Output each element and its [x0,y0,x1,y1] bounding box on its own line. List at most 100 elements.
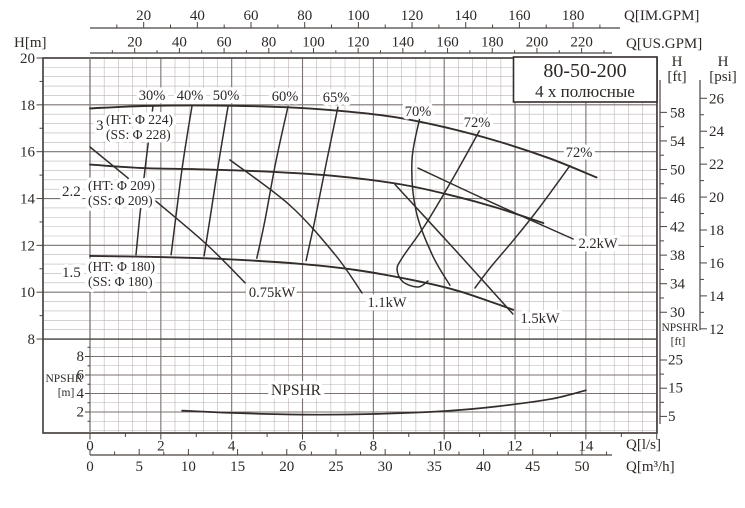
hpsi-tick-label: 24 [709,124,725,140]
hft-tick-label: 34 [670,277,686,293]
usgpm-tick-label: 120 [347,35,370,51]
imgpm-tick-label: 20 [136,8,151,24]
hft-tick-label: 38 [670,248,685,264]
hpsi-tick-label: 18 [709,223,724,239]
hm-tick-label: 20 [20,51,35,67]
efficiency-line-6-72% [396,125,483,288]
imgpm-tick-label: 160 [508,8,531,24]
efficiency-line-4-65% [305,106,339,262]
hpsi-tick-label: 22 [709,157,724,173]
h-ft-axis-title: H [672,54,683,70]
hm-tick-label: 16 [20,145,36,161]
qls-tick-label: 6 [299,439,307,455]
curves [89,104,598,416]
q-m3h-axis-title: Q[m³/h] [626,459,675,475]
power-label-22kw: 2.2kW [578,236,617,252]
usgpm-tick-label: 100 [302,35,325,51]
efficiency-label-60: 60% [272,89,299,105]
h-m-axis-title: H[m] [14,35,47,51]
usgpm-tick-label: 180 [481,35,504,51]
imgpm-tick-label: 100 [347,8,370,24]
usgpm-tick-label: 20 [127,35,142,51]
npshrft-tick-label: 15 [668,381,683,397]
impeller-224-kw-label: 3 [96,118,104,134]
qm3h-tick-label: 20 [279,459,294,475]
power-label-11kw: 1.1kW [367,295,406,311]
qm3h-tick-label: 10 [181,459,196,475]
impeller-224-ht-label: (HT: Φ 224) [106,112,173,127]
qls-tick-label: 8 [370,439,378,455]
qm3h-tick-label: 0 [86,459,94,475]
hft-tick-label: 58 [670,105,685,121]
npshr-ft-axis-units: [ft] [671,336,686,348]
pump-model-title: 80-50-200 [543,60,626,82]
pump-poles-subtitle: 4 х полюсные [535,82,635,101]
qls-tick-label: 2 [157,439,165,455]
efficiency-label-40: 40% [177,88,204,104]
pump-curve-impeller-224 [89,104,598,179]
imgpm-tick-label: 80 [297,8,312,24]
power-line-2.2kW [417,167,574,240]
efficiency-label-30: 30% [139,88,166,104]
qls-tick-label: 4 [228,439,236,455]
impeller-180-kw-label: 1.5 [62,265,81,281]
impeller-209-ht-label: (HT: Φ 209) [88,178,155,193]
efficiency-label-72-left: 72% [464,115,491,131]
hm-tick-label: 12 [20,238,35,254]
hpsi-tick-label: 16 [709,256,725,272]
usgpm-tick-label: 60 [217,35,232,51]
h-psi-axis-title: H [718,54,729,70]
q-imgpm-axis-title: Q[IM.GPM] [624,8,699,24]
impeller-180-ht-label: (HT: Φ 180) [88,259,155,274]
hft-tick-label: 42 [670,220,685,236]
qls-tick-label: 14 [578,439,594,455]
qm3h-tick-label: 30 [378,459,393,475]
chart-labels: H[m] Q[IM.GPM] Q[US.GPM] Q[l/s] Q[m³/h] … [14,8,737,475]
usgpm-tick-label: 40 [172,35,187,51]
imgpm-tick-label: 180 [562,8,585,24]
impeller-180-ss-label: (SS: Φ 180) [88,274,153,289]
efficiency-line-2-50% [203,105,229,257]
npshrm-tick-label: 2 [77,405,85,421]
hm-tick-label: 14 [20,192,36,208]
efficiency-line-3-60% [256,105,289,259]
qm3h-tick-label: 25 [328,459,343,475]
efficiency-label-50: 50% [213,88,240,104]
grid-major-lines [42,57,658,434]
power-label-075kw: 0.75kW [249,285,296,301]
usgpm-tick-label: 80 [261,35,276,51]
imgpm-tick-label: 40 [190,8,205,24]
hpsi-tick-label: 26 [709,91,725,107]
efficiency-label-70: 70% [405,104,432,120]
hpsi-tick-label: 20 [709,190,724,206]
hm-tick-label: 8 [28,332,36,348]
npshr-curve-label: NPSHR [271,382,322,399]
npshrft-tick-label: 25 [668,353,683,369]
usgpm-tick-label: 160 [436,35,459,51]
hpsi-tick-label: 12 [709,322,724,338]
imgpm-tick-label: 120 [401,8,424,24]
hft-tick-label: 46 [670,191,686,207]
qm3h-tick-label: 5 [135,459,143,475]
hft-tick-label: 50 [670,162,685,178]
npshr-m-axis-units: [m] [58,387,75,399]
npshrm-tick-label: 4 [77,386,85,402]
efficiency-line-5-70% [411,115,451,286]
hft-tick-label: 54 [670,134,686,150]
power-line-1.5kW [394,183,514,315]
efficiency-line-0-30% [135,105,154,256]
imgpm-tick-label: 140 [454,8,477,24]
qm3h-tick-label: 45 [525,459,540,475]
impeller-224-ss-label: (SS: Φ 228) [106,127,171,142]
pump-curve-impeller-180 [89,254,515,311]
hm-tick-label: 10 [20,285,35,301]
npshr-m-axis-title: NPSHR [45,373,82,385]
qm3h-tick-label: 50 [574,459,589,475]
efficiency-line-1-40% [170,105,193,256]
usgpm-tick-label: 140 [392,35,415,51]
power-line-0.75kW [89,146,246,284]
hft-tick-label: 30 [670,305,685,321]
q-usgpm-axis-title: Q[US.GPM] [626,36,702,52]
